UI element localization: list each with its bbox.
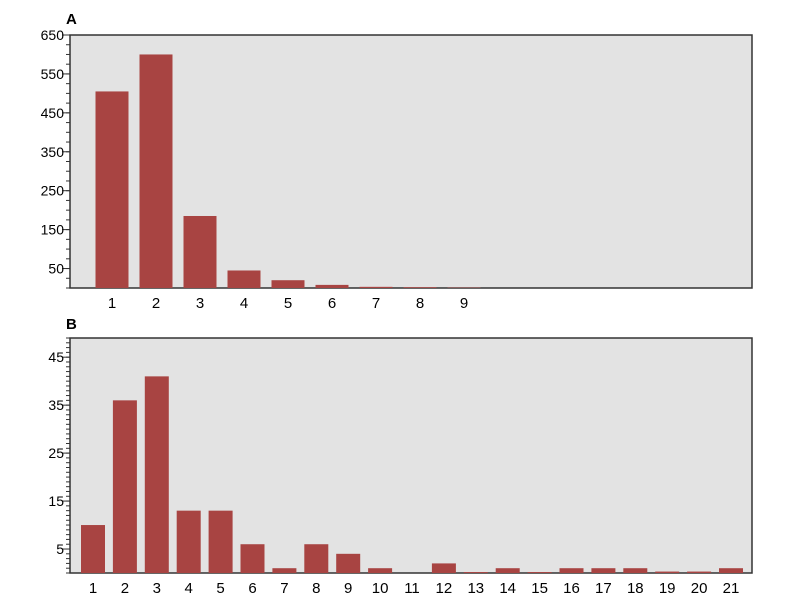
x-tick-label-b: 17 — [595, 580, 612, 597]
x-tick-label-a: 4 — [240, 295, 248, 312]
bar-b-17 — [591, 568, 616, 573]
x-tick-label-b: 19 — [659, 580, 676, 597]
y-tick-label-b: 45 — [48, 349, 64, 365]
bar-b-7 — [272, 568, 297, 573]
x-tick-label-a: 7 — [372, 295, 380, 312]
x-tick-label-a: 6 — [328, 295, 336, 312]
x-tick-label-a: 8 — [416, 295, 424, 312]
x-tick-label-b: 3 — [153, 580, 161, 597]
x-tick-label-b: 2 — [121, 580, 129, 597]
bar-a-5 — [271, 280, 305, 288]
x-tick-label-b: 9 — [344, 580, 352, 597]
x-tick-label-b: 14 — [499, 580, 516, 597]
y-tick-label-b: 15 — [48, 493, 64, 509]
y-tick-label-a: 250 — [41, 183, 65, 199]
y-tick-label-a: 150 — [41, 222, 65, 238]
panel-b-label: B — [66, 316, 77, 333]
x-tick-label-b: 7 — [280, 580, 288, 597]
y-tick-label-a: 50 — [48, 261, 64, 277]
bar-b-9 — [336, 553, 361, 573]
bar-b-1 — [81, 525, 105, 573]
x-tick-label-b: 12 — [436, 580, 453, 597]
x-tick-label-b: 4 — [185, 580, 193, 597]
x-tick-label-a: 5 — [284, 295, 292, 312]
panel-a-label: A — [66, 11, 77, 28]
x-tick-label-b: 15 — [531, 580, 548, 597]
x-tick-label-a: 1 — [108, 295, 116, 312]
bar-b-13 — [463, 572, 488, 573]
bar-b-3 — [144, 376, 169, 573]
y-tick-label-b: 25 — [48, 445, 64, 461]
x-tick-label-b: 21 — [723, 580, 740, 597]
y-tick-label-a: 350 — [41, 144, 65, 160]
x-tick-label-a: 3 — [196, 295, 204, 312]
bar-a-1 — [95, 91, 129, 288]
x-tick-label-a: 2 — [152, 295, 160, 312]
bar-b-2 — [112, 400, 137, 573]
bar-b-15 — [527, 572, 552, 573]
bar-b-12 — [431, 563, 456, 573]
x-tick-label-b: 13 — [467, 580, 484, 597]
y-tick-label-a: 650 — [41, 27, 65, 43]
x-tick-label-b: 16 — [563, 580, 580, 597]
y-tick-label-b: 5 — [56, 541, 64, 557]
x-tick-label-b: 10 — [372, 580, 389, 597]
bar-a-2 — [139, 54, 173, 288]
x-tick-label-b: 18 — [627, 580, 644, 597]
bar-b-19 — [655, 571, 680, 573]
plot-area-b — [69, 337, 753, 574]
bar-a-3 — [183, 215, 217, 288]
bar-b-5 — [208, 510, 233, 573]
bar-a-4 — [227, 270, 261, 288]
bar-b-18 — [623, 568, 648, 573]
bar-b-14 — [495, 568, 520, 573]
bar-b-21 — [719, 568, 743, 573]
bar-b-8 — [304, 544, 329, 573]
y-tick-label-a: 450 — [41, 105, 65, 121]
x-tick-label-b: 8 — [312, 580, 320, 597]
x-tick-label-b: 11 — [404, 580, 420, 597]
x-tick-label-a: 9 — [460, 295, 468, 312]
x-tick-label-b: 6 — [248, 580, 256, 597]
bar-b-20 — [687, 571, 712, 573]
y-tick-label-b: 35 — [48, 397, 64, 413]
y-tick-label-a: 550 — [41, 66, 65, 82]
x-tick-label-b: 20 — [691, 580, 708, 597]
bar-b-6 — [240, 544, 265, 573]
bar-a-7 — [359, 286, 393, 288]
panel-a: A 50 150 250 350 450 550 650 1 2 3 4 5 6 7 8 9 — [41, 11, 753, 312]
bar-a-6 — [315, 284, 349, 288]
x-tick-label-b: 1 — [89, 580, 97, 597]
bar-b-16 — [559, 568, 584, 573]
x-tick-label-b: 5 — [216, 580, 224, 597]
bar-b-4 — [176, 510, 201, 573]
bar-a-8 — [403, 287, 437, 288]
bar-b-10 — [368, 568, 393, 573]
